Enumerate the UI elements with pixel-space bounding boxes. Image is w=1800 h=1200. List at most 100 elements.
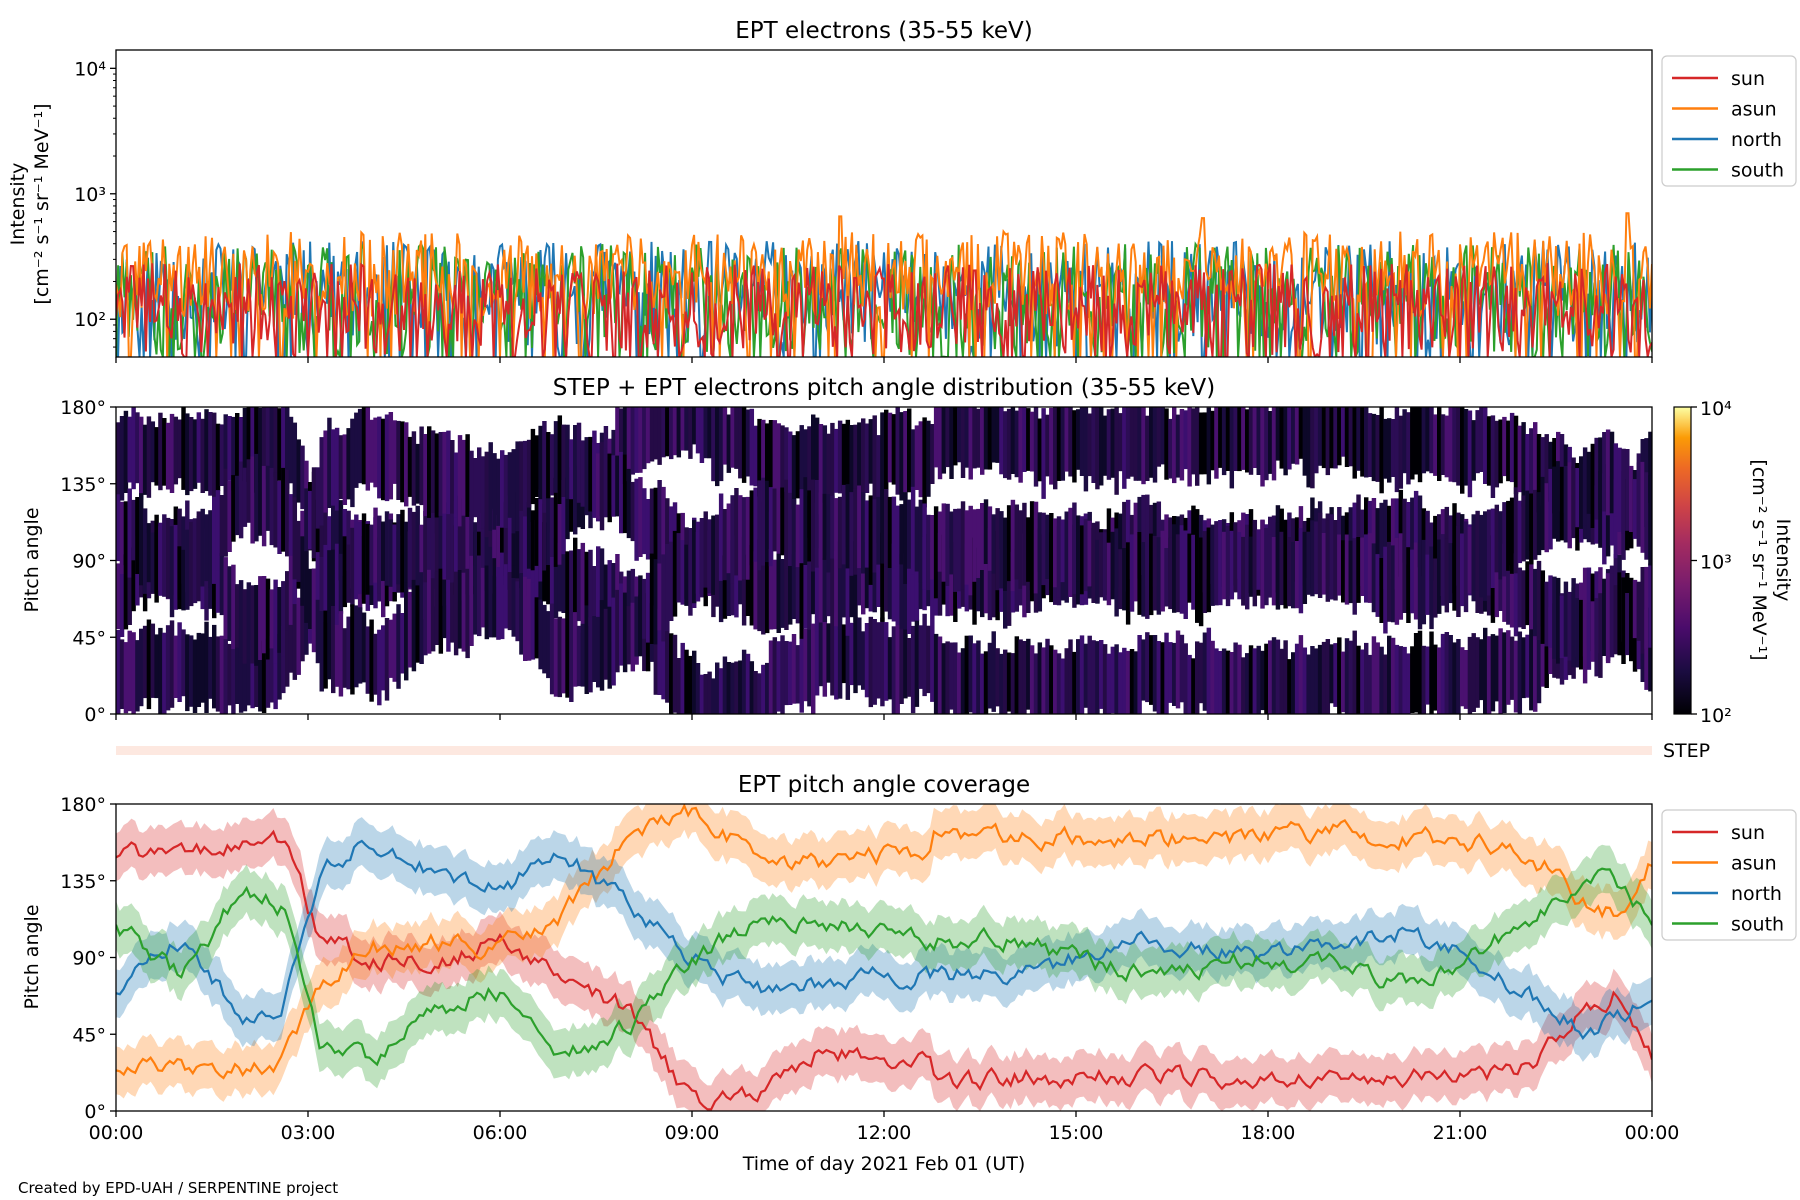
- pad-bin: [223, 468, 228, 557]
- pad-bin: [323, 610, 328, 689]
- pad-bin: [561, 552, 566, 613]
- pad-bin: [1168, 418, 1173, 479]
- pad-bin: [1448, 407, 1453, 482]
- pad-bin: [1536, 560, 1542, 640]
- pad-bin: [891, 414, 897, 485]
- pad-bin: [669, 633, 674, 714]
- pad-bin: [1498, 419, 1503, 484]
- pad-bin: [726, 541, 732, 616]
- pad-bin: [227, 643, 232, 706]
- pad-bin: [930, 618, 935, 702]
- pad-bin: [868, 419, 874, 484]
- pad-bin: [1195, 407, 1200, 486]
- pad-bin: [1275, 522, 1281, 610]
- pad-bin: [968, 407, 973, 480]
- pad-bin: [738, 660, 743, 714]
- pad-bin: [1233, 407, 1238, 471]
- pad-bin: [1053, 407, 1058, 490]
- pad-bin: [569, 614, 574, 702]
- step-strip: [116, 746, 1652, 755]
- pad-bin: [235, 475, 240, 536]
- pad-bin: [1513, 553, 1519, 637]
- pad-bin: [761, 419, 766, 502]
- pad-bin: [1517, 567, 1523, 628]
- pad-bin: [1486, 416, 1492, 486]
- pad-bin: [338, 435, 344, 499]
- pad-bin: [891, 626, 897, 714]
- pad-bin: [461, 572, 467, 652]
- pad-bin: [991, 533, 996, 618]
- pad-bin: [212, 412, 217, 503]
- pad-bin: [150, 532, 156, 593]
- pad-bin: [534, 435, 540, 497]
- pad-bin: [1448, 635, 1453, 714]
- pad-bin: [1271, 537, 1277, 606]
- pad-bin: [715, 514, 720, 577]
- pad-bin: [987, 506, 993, 571]
- legend-box: [1661, 809, 1797, 941]
- pad-bin: [231, 564, 236, 650]
- pad-bin: [223, 414, 228, 502]
- intensity-panel-title: EPT electrons (35-55 keV): [735, 18, 1032, 44]
- pad-bin: [1348, 407, 1354, 467]
- pad-bin: [1206, 527, 1212, 613]
- pad-bin: [642, 578, 647, 639]
- coverage-line-north: [116, 839, 1652, 1040]
- pad-bin: [980, 407, 985, 475]
- pad-bin: [250, 640, 255, 709]
- pad-bin: [1233, 642, 1238, 714]
- pad-bin: [1636, 462, 1642, 547]
- intensity-y-label-line2: [cm⁻² s⁻¹ sr⁻¹ MeV⁻¹]: [31, 103, 53, 304]
- pad-bin: [772, 637, 778, 714]
- pad-bin: [1271, 407, 1277, 481]
- pad-bin: [953, 508, 958, 592]
- pad-bin: [611, 455, 616, 517]
- pad-bin: [776, 423, 781, 512]
- pad-bin: [442, 579, 447, 639]
- pad-bin: [1133, 651, 1139, 714]
- pad-bin: [261, 465, 267, 547]
- pad-bin: [1590, 443, 1596, 528]
- pad-bin: [116, 494, 121, 562]
- pad-bin: [588, 436, 593, 512]
- pad-bin: [1433, 644, 1438, 711]
- pad-bin: [1037, 512, 1043, 572]
- pad-bin: [999, 511, 1004, 589]
- pad-bin: [853, 617, 858, 694]
- pad-bin: [1479, 639, 1484, 701]
- pad-bin: [373, 417, 378, 488]
- pad-bin: [822, 425, 828, 503]
- pad-bin: [1375, 642, 1380, 714]
- pad-bin: [277, 587, 282, 653]
- pad-bin: [822, 493, 828, 560]
- pad-bin: [1125, 650, 1131, 714]
- pad-bin: [1287, 659, 1292, 714]
- pad-bin: [1390, 498, 1396, 580]
- x-tick-label: 18:00: [1241, 1122, 1296, 1144]
- pad-bin: [684, 407, 689, 451]
- pad-bin: [519, 573, 524, 655]
- y-tick-label: 10⁴: [74, 58, 106, 80]
- pad-bin: [1310, 520, 1315, 597]
- pad-bin: [1037, 418, 1043, 482]
- pad-bin: [699, 518, 705, 598]
- pad-bin: [1160, 530, 1165, 612]
- pad-bin: [1548, 468, 1553, 550]
- pad-bin: [661, 554, 666, 642]
- pad-bin: [765, 662, 770, 714]
- pad-bin: [576, 625, 582, 687]
- pad-bin: [895, 505, 900, 567]
- pad-bin: [672, 634, 678, 713]
- pad-bin: [753, 425, 758, 487]
- pad-bin: [864, 423, 870, 493]
- pad-bin: [576, 422, 582, 503]
- pad-bin: [968, 635, 973, 713]
- pad-bin: [1010, 653, 1016, 714]
- pad-bin: [864, 500, 870, 568]
- pad-bin: [887, 534, 893, 620]
- pad-bin: [1506, 559, 1511, 625]
- pad-bin: [258, 468, 263, 536]
- pad-bin: [1306, 531, 1311, 595]
- pad-bin: [834, 498, 839, 560]
- pad-bin: [427, 426, 432, 518]
